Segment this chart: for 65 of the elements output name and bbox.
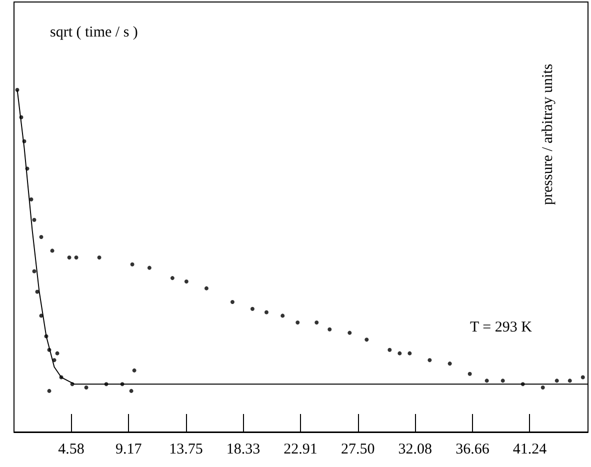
point	[554, 378, 559, 383]
point	[500, 378, 505, 383]
point	[84, 386, 88, 390]
point	[29, 197, 34, 202]
point	[25, 166, 30, 171]
point	[35, 290, 40, 294]
point	[398, 351, 402, 356]
point	[120, 382, 124, 386]
point	[408, 351, 412, 356]
point	[130, 262, 134, 266]
point	[47, 388, 52, 393]
point	[129, 388, 134, 393]
point	[580, 375, 585, 380]
x-tick-label: 9.17	[116, 442, 142, 458]
x-tick-label: 13.75	[169, 442, 203, 458]
point	[280, 314, 285, 318]
point	[314, 320, 319, 325]
point	[250, 306, 254, 311]
point	[520, 382, 525, 386]
point	[74, 256, 78, 260]
point	[170, 276, 174, 280]
point	[147, 266, 152, 270]
point	[468, 372, 472, 376]
point	[70, 382, 74, 386]
x-tick-label: 18.33	[226, 442, 260, 458]
point	[59, 375, 64, 380]
point	[47, 348, 52, 352]
point	[67, 256, 72, 260]
point	[364, 338, 369, 342]
y-axis-title: pressure / arbitray units	[540, 64, 556, 205]
x-tick-label: 41.24	[512, 442, 548, 458]
x-tick-label: 22.91	[284, 442, 318, 458]
point	[204, 286, 208, 290]
x-tick-label: 4.58	[58, 442, 84, 458]
point	[184, 279, 188, 284]
x-tick-label: 32.08	[398, 442, 432, 458]
point	[39, 235, 44, 240]
point	[39, 314, 44, 318]
point	[296, 320, 300, 325]
point	[568, 378, 572, 383]
point	[540, 386, 545, 390]
x-axis-title: sqrt ( time / s )	[50, 24, 138, 40]
point	[388, 348, 392, 352]
point	[348, 330, 352, 335]
point	[132, 368, 136, 372]
x-tick-label: 36.66	[456, 442, 490, 458]
point	[104, 382, 108, 386]
point	[52, 358, 56, 362]
point	[32, 218, 36, 222]
x-tick-label: 27.50	[341, 442, 375, 458]
point	[484, 378, 489, 383]
point	[448, 362, 452, 366]
point	[55, 351, 60, 356]
point	[32, 269, 36, 274]
point	[428, 358, 432, 362]
point	[97, 256, 102, 260]
point	[22, 139, 26, 144]
point	[19, 115, 24, 120]
annotation: T = 293 K	[470, 320, 532, 336]
point	[50, 248, 54, 253]
point	[15, 88, 20, 92]
point	[44, 334, 48, 338]
point	[230, 300, 234, 304]
point	[328, 327, 332, 332]
point	[264, 310, 268, 314]
